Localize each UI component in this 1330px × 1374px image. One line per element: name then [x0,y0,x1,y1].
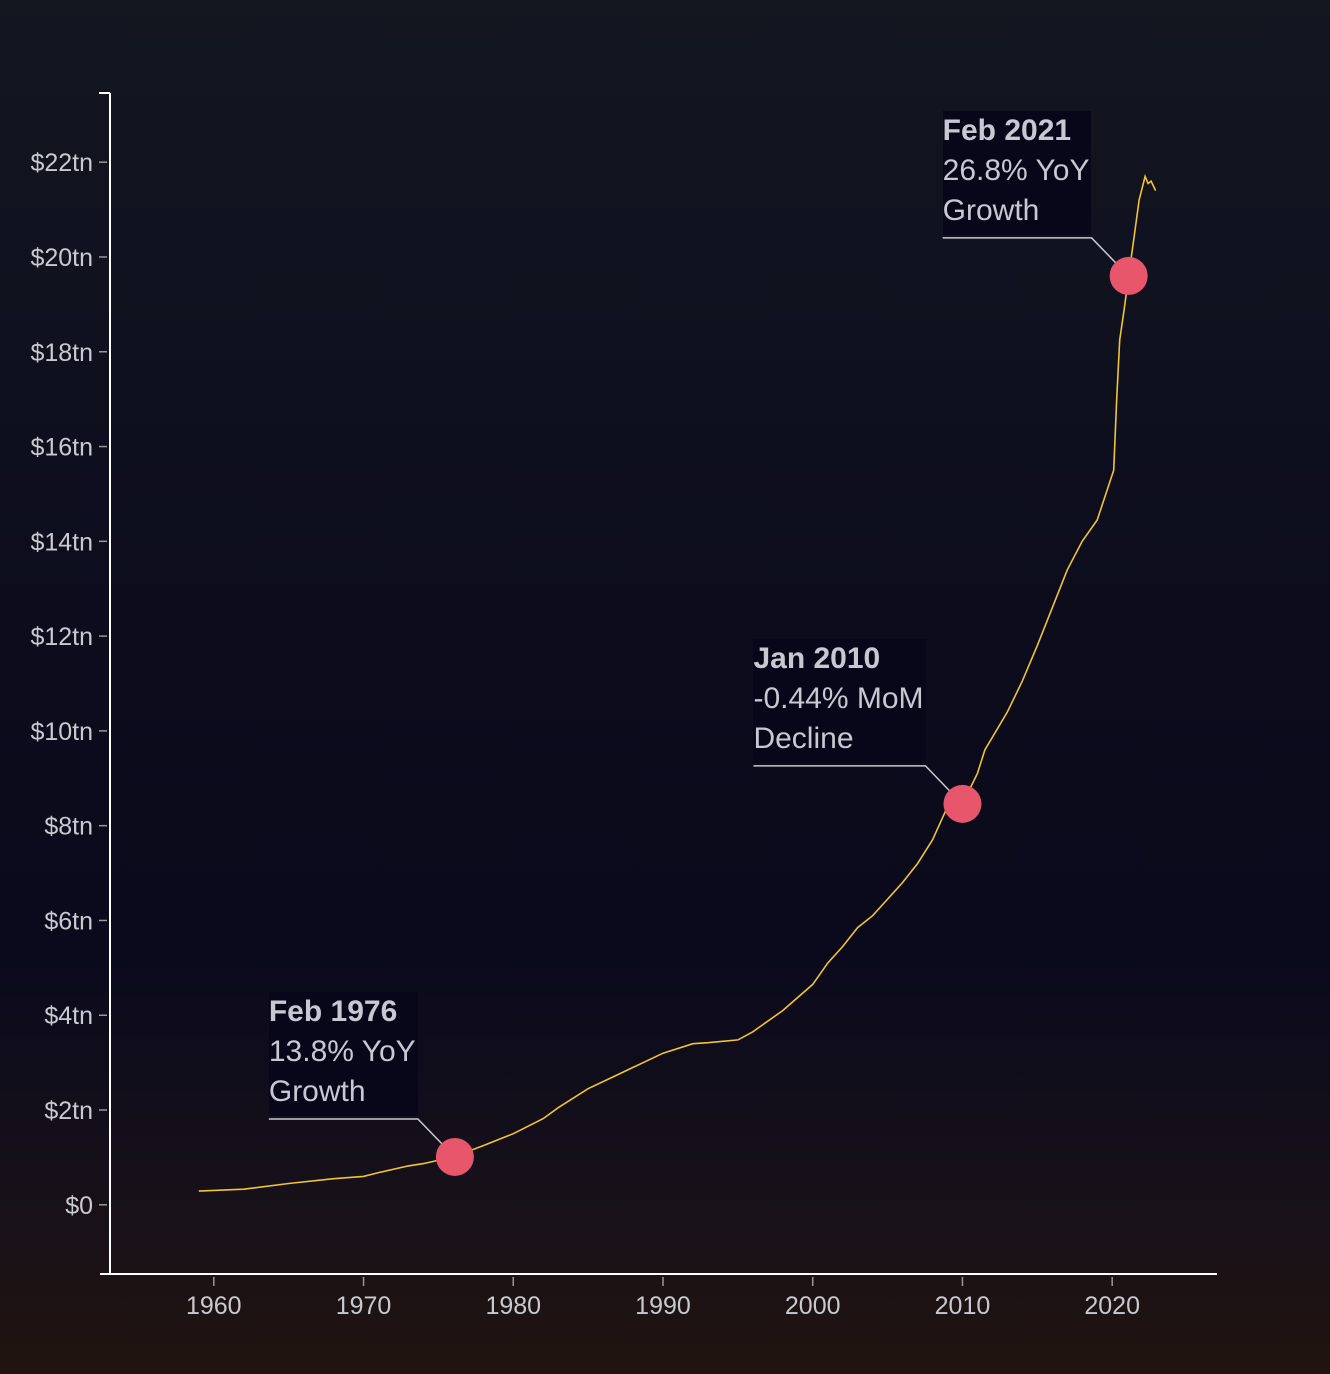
y-tick-label: $16tn [30,434,93,462]
x-tick-label: 1990 [635,1292,691,1320]
x-tick-label: 1970 [336,1292,392,1320]
annotation-connector [268,1118,448,1150]
y-tick-label: $0 [65,1192,93,1220]
x-tick-label: 2020 [1084,1292,1140,1320]
y-tick-label: $14tn [30,528,93,556]
y-tick-label: $6tn [44,907,93,935]
annotation-line2: Growth [942,193,1040,227]
x-tick-label: 2010 [935,1292,991,1320]
x-tick-label: 2000 [785,1292,841,1320]
annotation-connector [753,765,955,797]
y-tick-label: $4tn [44,1002,93,1030]
annotation-marker [943,784,982,823]
y-tick-label: $12tn [30,623,93,651]
y-tick-label: $2tn [44,1097,93,1125]
y-tick-label: $8tn [44,813,93,841]
annotation-line2: Growth [268,1074,366,1108]
y-tick-label: $10tn [30,718,93,746]
markers [435,256,1148,1176]
ticks: $0 $2tn $4tn $6tn $8tn $10tn $12tn $14tn $16tn $1… [30,149,1140,1320]
y-tick-label: $22tn [30,149,93,177]
annotation-line2: Decline [753,721,854,755]
y-tick-label: $20tn [30,244,93,272]
axes [99,92,1217,1275]
annotation-title: Feb 1976 [268,994,398,1028]
series-line [198,173,1157,1192]
annotation-line1: 26.8% YoY [942,153,1090,187]
annotation-marker [435,1137,474,1176]
annotation-title: Feb 2021 [942,113,1072,147]
x-tick-label: 1960 [186,1292,242,1320]
annotation-label: Feb 2021 26.8% YoY Growth [942,110,1092,235]
x-tick-label: 1980 [485,1292,541,1320]
annotation-connector [942,237,1122,269]
annotation-line1: -0.44% MoM [753,681,924,715]
annotation-connectors [268,237,1122,1150]
annotation-title: Jan 2010 [753,641,881,675]
annotation-line1: 13.8% YoY [268,1034,416,1068]
y-tick-label: $18tn [30,339,93,367]
annotation-label: Feb 1976 13.8% YoY Growth [268,991,418,1116]
annotation-label: Jan 2010 -0.44% MoM Decline [753,638,926,763]
annotation-marker [1109,256,1148,295]
